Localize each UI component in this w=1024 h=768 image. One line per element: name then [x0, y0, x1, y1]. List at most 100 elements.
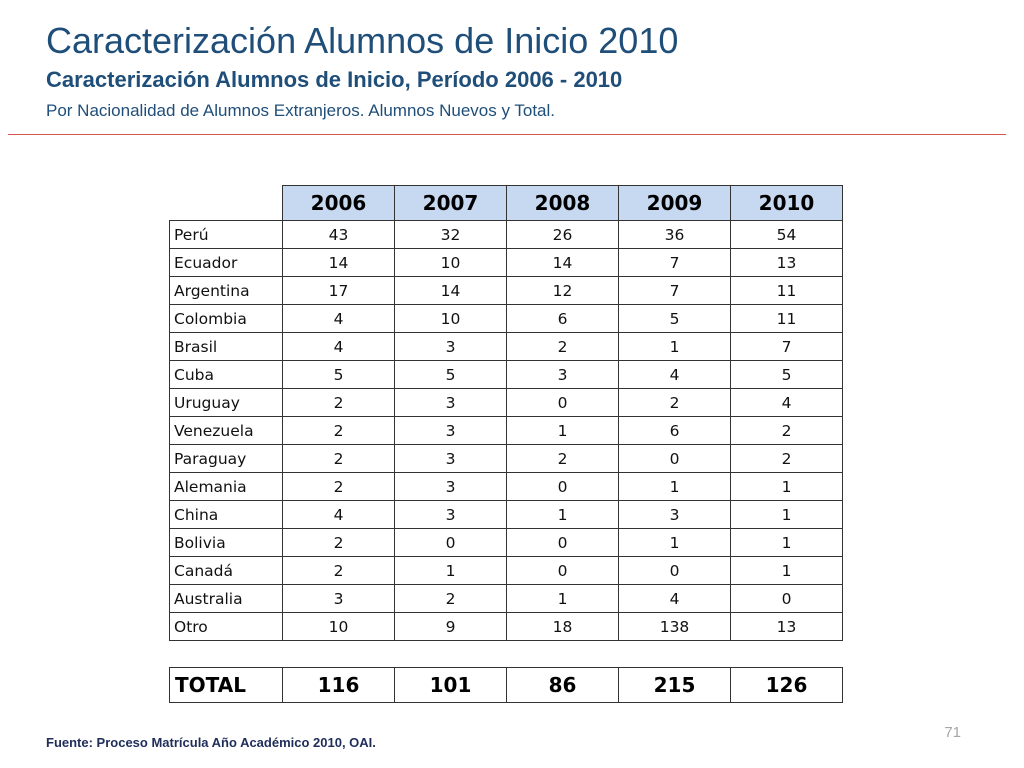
total-value: 86	[506, 667, 619, 703]
value-cell: 0	[730, 584, 843, 613]
country-cell: Bolivia	[169, 528, 283, 557]
value-cell: 7	[730, 332, 843, 361]
year-header-row: 2006 2007 2008 2009 2010	[169, 185, 843, 221]
value-cell: 3	[394, 388, 507, 417]
value-cell: 0	[506, 472, 619, 501]
value-cell: 2	[282, 444, 395, 473]
total-value: 126	[730, 667, 843, 703]
table-row: Venezuela 2 3 1 6 2	[169, 416, 843, 445]
value-cell: 26	[506, 220, 619, 249]
country-cell: China	[169, 500, 283, 529]
value-cell: 11	[730, 304, 843, 333]
value-cell: 0	[506, 556, 619, 585]
value-cell: 3	[618, 500, 731, 529]
country-cell: Colombia	[169, 304, 283, 333]
value-cell: 0	[506, 528, 619, 557]
table-row: Otro 10 9 18 138 13	[169, 612, 843, 641]
value-cell: 4	[282, 332, 395, 361]
value-cell: 13	[730, 248, 843, 277]
value-cell: 9	[394, 612, 507, 641]
year-header: 2008	[506, 185, 619, 221]
value-cell: 0	[506, 388, 619, 417]
country-cell: Perú	[169, 220, 283, 249]
value-cell: 10	[282, 612, 395, 641]
value-cell: 6	[618, 416, 731, 445]
title-divider	[8, 134, 1006, 135]
table-row: Alemania 2 3 0 1 1	[169, 472, 843, 501]
total-value: 116	[282, 667, 395, 703]
value-cell: 10	[394, 248, 507, 277]
country-cell: Paraguay	[169, 444, 283, 473]
value-cell: 5	[618, 304, 731, 333]
value-cell: 1	[394, 556, 507, 585]
year-header: 2006	[282, 185, 395, 221]
value-cell: 14	[282, 248, 395, 277]
table-row: Bolivia 2 0 0 1 1	[169, 528, 843, 557]
table-row: Argentina 17 14 12 7 11	[169, 276, 843, 305]
value-cell: 3	[394, 332, 507, 361]
value-cell: 5	[282, 360, 395, 389]
table-row: Uruguay 2 3 0 2 4	[169, 388, 843, 417]
nationality-table: 2006 2007 2008 2009 2010 Perú 43 32 26 36 54 E…	[169, 185, 843, 641]
year-header: 2009	[618, 185, 731, 221]
value-cell: 43	[282, 220, 395, 249]
year-header: 2007	[394, 185, 507, 221]
value-cell: 0	[618, 556, 731, 585]
value-cell: 2	[730, 444, 843, 473]
value-cell: 0	[394, 528, 507, 557]
table-row: Brasil 4 3 2 1 7	[169, 332, 843, 361]
value-cell: 10	[394, 304, 507, 333]
year-header: 2010	[730, 185, 843, 221]
value-cell: 1	[730, 472, 843, 501]
table-row: Colombia 4 10 6 5 11	[169, 304, 843, 333]
total-value: 215	[618, 667, 731, 703]
value-cell: 5	[394, 360, 507, 389]
value-cell: 12	[506, 276, 619, 305]
value-cell: 2	[394, 584, 507, 613]
table-row: Perú 43 32 26 36 54	[169, 220, 843, 249]
country-cell: Argentina	[169, 276, 283, 305]
value-cell: 13	[730, 612, 843, 641]
value-cell: 1	[618, 332, 731, 361]
value-cell: 17	[282, 276, 395, 305]
value-cell: 1	[730, 556, 843, 585]
country-cell: Brasil	[169, 332, 283, 361]
country-cell: Venezuela	[169, 416, 283, 445]
total-table: TOTAL 116 101 86 215 126	[169, 667, 843, 703]
value-cell: 3	[394, 500, 507, 529]
page-title: Caracterización Alumnos de Inicio 2010	[46, 20, 679, 61]
country-cell: Uruguay	[169, 388, 283, 417]
country-cell: Australia	[169, 584, 283, 613]
value-cell: 2	[506, 444, 619, 473]
value-cell: 14	[506, 248, 619, 277]
value-cell: 3	[394, 416, 507, 445]
value-cell: 4	[618, 360, 731, 389]
value-cell: 5	[730, 360, 843, 389]
country-cell: Ecuador	[169, 248, 283, 277]
value-cell: 1	[618, 528, 731, 557]
value-cell: 2	[282, 472, 395, 501]
value-cell: 3	[394, 472, 507, 501]
value-cell: 18	[506, 612, 619, 641]
table-row: Canadá 2 1 0 0 1	[169, 556, 843, 585]
country-cell: Canadá	[169, 556, 283, 585]
value-cell: 54	[730, 220, 843, 249]
value-cell: 4	[730, 388, 843, 417]
value-cell: 3	[394, 444, 507, 473]
value-cell: 36	[618, 220, 731, 249]
value-cell: 4	[282, 500, 395, 529]
table-body: Perú 43 32 26 36 54 Ecuador 14 10 14 7 13 Argentina 1…	[169, 220, 843, 641]
total-label: TOTAL	[169, 667, 283, 703]
value-cell: 32	[394, 220, 507, 249]
header-corner	[169, 185, 283, 221]
country-cell: Otro	[169, 612, 283, 641]
value-cell: 2	[282, 528, 395, 557]
value-cell: 2	[730, 416, 843, 445]
value-cell: 2	[282, 388, 395, 417]
total-value: 101	[394, 667, 507, 703]
table-row: Australia 3 2 1 4 0	[169, 584, 843, 613]
table-row: China 4 3 1 3 1	[169, 500, 843, 529]
table-row: Paraguay 2 3 2 0 2	[169, 444, 843, 473]
value-cell: 1	[506, 416, 619, 445]
page-description: Por Nacionalidad de Alumnos Extranjeros.…	[46, 101, 556, 120]
